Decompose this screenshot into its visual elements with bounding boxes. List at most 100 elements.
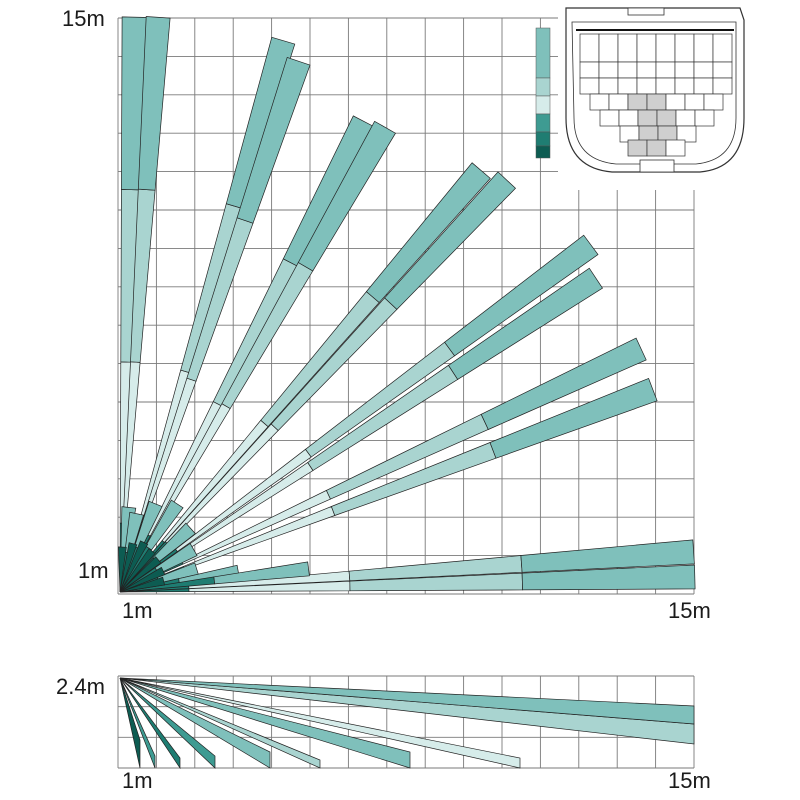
- lens-segment: [703, 93, 724, 111]
- lens-segment: [674, 77, 695, 95]
- legend-swatch: [535, 113, 551, 133]
- side-beam: [119, 677, 181, 770]
- beam-segment: [145, 499, 184, 551]
- detection-beam: [119, 337, 647, 593]
- lens-segment: [618, 109, 639, 127]
- lens-segments: [579, 33, 733, 157]
- beam-segment: [119, 548, 156, 593]
- side-beam: [119, 677, 411, 769]
- beam-segment: [444, 234, 599, 357]
- lens-segment: [579, 33, 600, 63]
- detection-beam: [119, 115, 376, 593]
- legend-swatch: [535, 95, 551, 115]
- lens-segment: [599, 109, 620, 127]
- beam-segment: [118, 546, 127, 593]
- lens-segment: [638, 125, 659, 143]
- lens-segment: [684, 93, 705, 111]
- lens-segment: [636, 77, 657, 95]
- lens-segment: [619, 125, 640, 143]
- lens-segment: [636, 33, 657, 63]
- lens-segment: [617, 33, 638, 63]
- detection-beam: [119, 548, 156, 593]
- lens-segment: [674, 33, 695, 63]
- beam-segment: [520, 539, 695, 573]
- lens-segment: [694, 109, 715, 127]
- lens-segment: [656, 109, 677, 127]
- beam-segment: [119, 576, 166, 593]
- beam-segment: [448, 267, 603, 380]
- legend-swatch: [535, 145, 551, 159]
- lens-segment: [598, 33, 619, 63]
- legend-strip: [535, 27, 551, 159]
- beam-segment: [154, 542, 198, 575]
- lens-segment: [598, 61, 619, 79]
- beam-segment: [270, 297, 398, 431]
- lens-segment: [636, 61, 657, 79]
- lens-segment: [646, 139, 667, 157]
- lens-segment: [665, 93, 686, 111]
- lens-segment: [712, 33, 733, 63]
- detection-beam: [119, 16, 171, 593]
- lens-segment: [676, 125, 697, 143]
- lens-segment: [665, 139, 686, 157]
- detection-beam: [119, 566, 166, 593]
- lens-segment: [712, 61, 733, 79]
- lens-segment: [655, 33, 676, 63]
- beam-segment: [119, 542, 138, 593]
- detection-beam: [119, 540, 149, 593]
- lens-pattern-inset: [558, 0, 758, 190]
- detection-beam: [118, 546, 127, 593]
- side-beam: [119, 677, 321, 769]
- beam-segment: [119, 566, 166, 593]
- top-view-y-min-label: 1m: [78, 558, 109, 583]
- lens-segment: [675, 109, 696, 127]
- beam-segment: [134, 500, 163, 550]
- detection-beam: [119, 542, 138, 593]
- legend-swatch: [535, 77, 551, 97]
- side-beam: [119, 677, 216, 769]
- beam-segment: [236, 56, 311, 224]
- lens-segment: [693, 61, 714, 79]
- detection-beam: [119, 556, 162, 593]
- side-view-height-label: 2.4m: [56, 674, 105, 699]
- lens-segment: [637, 109, 658, 127]
- top-view-x-min-label: 1m: [122, 598, 153, 623]
- lens-segment: [617, 61, 638, 79]
- legend-swatch: [535, 131, 551, 147]
- lens-segment: [646, 93, 667, 111]
- beam-segment: [297, 120, 396, 272]
- lens-segment: [608, 93, 629, 111]
- side-beam: [119, 677, 156, 769]
- lens-segment: [657, 125, 678, 143]
- beam-segment: [521, 564, 696, 591]
- lens-segment: [627, 139, 648, 157]
- lens-segment: [598, 77, 619, 95]
- lens-segment: [674, 61, 695, 79]
- beam-segment: [365, 162, 491, 303]
- legend-swatch: [535, 27, 551, 79]
- side-view-x-min-label: 1m: [122, 768, 153, 793]
- beam-segment: [137, 16, 171, 191]
- side-view-beams: [119, 677, 695, 770]
- lens-segment: [712, 77, 733, 95]
- beam-segment: [489, 377, 658, 459]
- top-view-beams: [118, 16, 696, 593]
- beam-segment: [213, 561, 310, 585]
- side-view-x-max-label: 15m: [668, 768, 711, 793]
- side-beam: [119, 677, 141, 769]
- lens-segment: [693, 77, 714, 95]
- detection-beam: [119, 234, 599, 593]
- beam-segment: [119, 556, 162, 593]
- lens-segment: [579, 77, 600, 95]
- beam-segment: [119, 540, 149, 593]
- side-beam: [119, 677, 521, 769]
- lens-segment: [655, 77, 676, 95]
- lens-segment: [627, 93, 648, 111]
- beam-segment: [480, 337, 647, 430]
- beam-segment: [307, 364, 459, 471]
- side-beam: [119, 677, 271, 769]
- lens-segment: [617, 77, 638, 95]
- top-view-x-max-label: 15m: [668, 598, 711, 623]
- beam-segment: [384, 171, 517, 310]
